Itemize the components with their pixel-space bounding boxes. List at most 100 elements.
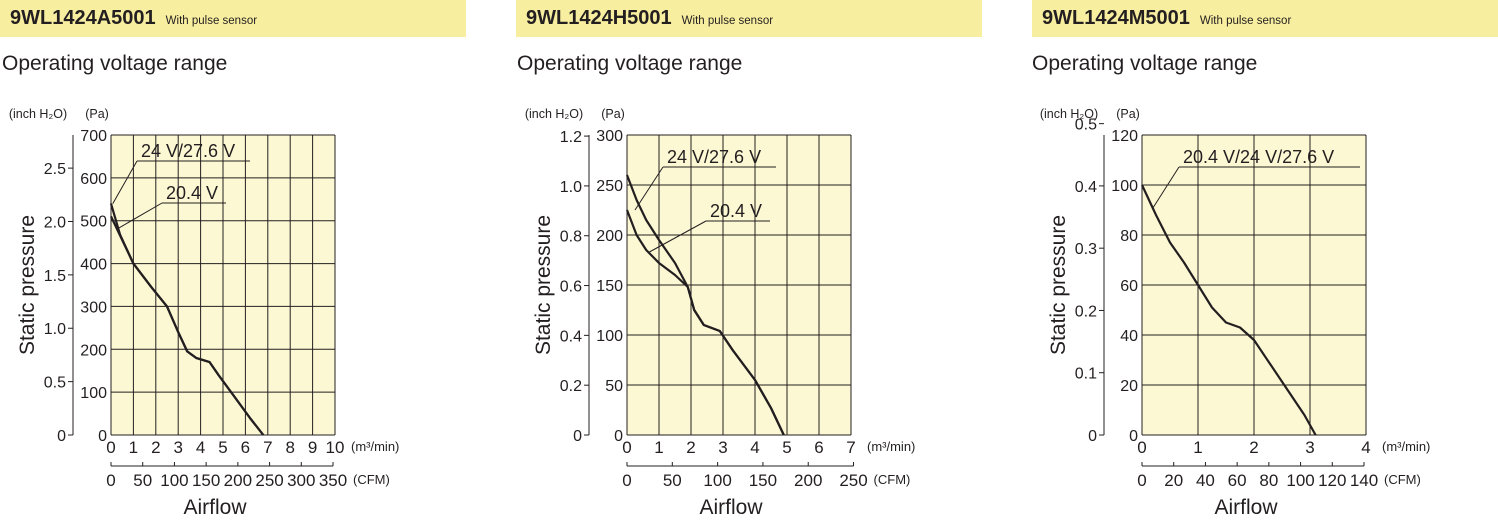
secondary-x-tick-label: 20	[1164, 471, 1183, 490]
secondary-x-tick-label: 50	[133, 471, 152, 490]
section-title: Operating voltage range	[517, 52, 743, 75]
y-axis-title: Static pressure	[1047, 215, 1070, 355]
secondary-x-tick-label: 250	[839, 471, 867, 490]
x-tick-label: 0	[622, 438, 631, 457]
secondary-y-tick-label: 0.4	[1075, 179, 1097, 196]
secondary-y-tick-label: 0.8	[560, 229, 582, 246]
y-unit-primary: (Pa)	[1116, 107, 1140, 121]
x-tick-label: 4	[1361, 438, 1370, 457]
series-label-leader	[634, 166, 664, 211]
y-tick-label: 80	[1120, 228, 1138, 245]
y-tick-label: 50	[605, 378, 623, 395]
model-note: With pulse sensor	[681, 15, 774, 27]
secondary-y-tick-label: 0	[57, 428, 66, 445]
x-tick-label: 0	[1137, 438, 1146, 457]
y-unit-primary: (Pa)	[601, 107, 625, 121]
secondary-x-tick-label: 80	[1259, 471, 1278, 490]
x-tick-label: 6	[241, 438, 250, 457]
secondary-y-tick-label: 0.1	[1075, 366, 1097, 383]
series-label: 20.4 V/24 V/27.6 V	[1183, 147, 1334, 167]
x-tick-label: 2	[151, 438, 160, 457]
x-unit-primary: (m³/min)	[351, 439, 399, 454]
x-tick-label: 3	[718, 438, 727, 457]
secondary-x-tick-label: 200	[794, 471, 822, 490]
y-tick-label: 100	[1111, 178, 1138, 195]
secondary-x-tick-label: 300	[287, 471, 315, 490]
secondary-x-tick-label: 150	[192, 471, 220, 490]
secondary-y-tick-label: 2.5	[44, 161, 66, 178]
y-tick-label: 600	[80, 171, 107, 188]
secondary-y-tick-label: 0.2	[560, 378, 582, 395]
series-label-leader	[116, 202, 163, 230]
y-unit-primary: (Pa)	[85, 107, 109, 121]
series-label-leader	[649, 220, 707, 253]
model-number: 9WL1424A5001 With pulse sensor	[10, 7, 258, 29]
x-tick-label: 2	[686, 438, 695, 457]
secondary-y-tick-label: 0.5	[1075, 117, 1097, 134]
y-tick-label: 250	[596, 178, 623, 195]
y-tick-label: 0	[614, 428, 623, 445]
y-tick-label: 300	[596, 128, 623, 145]
y-tick-label: 300	[80, 299, 107, 316]
y-axis-title: Static pressure	[532, 215, 555, 355]
y-tick-label: 700	[80, 128, 107, 145]
secondary-x-tick-label: 50	[663, 471, 682, 490]
secondary-y-tick-label: 1.2	[560, 129, 582, 146]
x-unit-primary: (m³/min)	[1382, 439, 1430, 454]
x-tick-label: 5	[218, 438, 227, 457]
x-unit-secondary: (CFM)	[1384, 472, 1421, 487]
x-axis-title: Airflow	[183, 496, 247, 519]
y-tick-label: 120	[1111, 128, 1138, 145]
secondary-x-tick-label: 100	[160, 471, 188, 490]
y-tick-label: 0	[1129, 428, 1138, 445]
y-tick-label: 400	[80, 257, 107, 274]
model-note: With pulse sensor	[165, 15, 258, 27]
secondary-x-tick-label: 120	[1318, 471, 1346, 490]
y-tick-label: 20	[1120, 378, 1138, 395]
y-tick-label: 150	[596, 278, 623, 295]
panel-header-m: 9WL1424M5001 With pulse sensor	[1032, 0, 1498, 37]
secondary-y-tick-label: 0.2	[1075, 303, 1097, 320]
secondary-y-tick-label: 0.6	[560, 279, 582, 296]
x-tick-label: 8	[285, 438, 294, 457]
x-unit-secondary: (CFM)	[874, 472, 911, 487]
x-tick-label: 3	[173, 438, 182, 457]
secondary-y-tick-label: 0	[573, 428, 582, 445]
x-tick-label: 6	[814, 438, 823, 457]
panel-header-a: 9WL1424A5001 With pulse sensor	[0, 0, 466, 37]
x-tick-label: 2	[1249, 438, 1258, 457]
x-tick-label: 10	[326, 438, 345, 457]
panel-header-h: 9WL1424H5001 With pulse sensor	[516, 0, 982, 37]
model-number: 9WL1424M5001 With pulse sensor	[1042, 7, 1292, 29]
y-tick-label: 200	[596, 228, 623, 245]
series-label: 24 V/27.6 V	[667, 147, 761, 167]
secondary-y-tick-label: 0	[1088, 428, 1097, 445]
y-tick-label: 200	[80, 342, 107, 359]
x-unit-primary: (m³/min)	[867, 439, 915, 454]
secondary-x-tick-label: 60	[1228, 471, 1247, 490]
x-tick-label: 7	[846, 438, 855, 457]
x-unit-secondary: (CFM)	[353, 472, 390, 487]
x-tick-label: 1	[654, 438, 663, 457]
series-label-leader	[112, 160, 138, 204]
series-line	[110, 215, 265, 436]
section-title: Operating voltage range	[1032, 52, 1258, 75]
secondary-x-tick-label: 100	[1286, 471, 1314, 490]
chart-h: 05010015020025030000.20.40.60.81.01.2(in…	[525, 107, 916, 519]
model-number: 9WL1424H5001 With pulse sensor	[526, 7, 774, 29]
x-tick-label: 9	[308, 438, 317, 457]
secondary-x-tick-label: 0	[1137, 471, 1146, 490]
series-label-leader	[1152, 166, 1180, 208]
series-line	[1141, 184, 1317, 436]
secondary-y-tick-label: 2.0	[44, 214, 66, 231]
series-line	[625, 209, 785, 436]
chart-a: 010020030040050060070000.51.01.52.02.5(i…	[9, 107, 400, 519]
y-tick-label: 0	[98, 428, 107, 445]
secondary-x-tick-label: 100	[703, 471, 731, 490]
secondary-y-tick-label: 0.3	[1075, 241, 1097, 258]
x-tick-label: 7	[263, 438, 272, 457]
x-tick-label: 4	[196, 438, 205, 457]
secondary-x-tick-label: 250	[255, 471, 283, 490]
secondary-x-tick-label: 150	[749, 471, 777, 490]
